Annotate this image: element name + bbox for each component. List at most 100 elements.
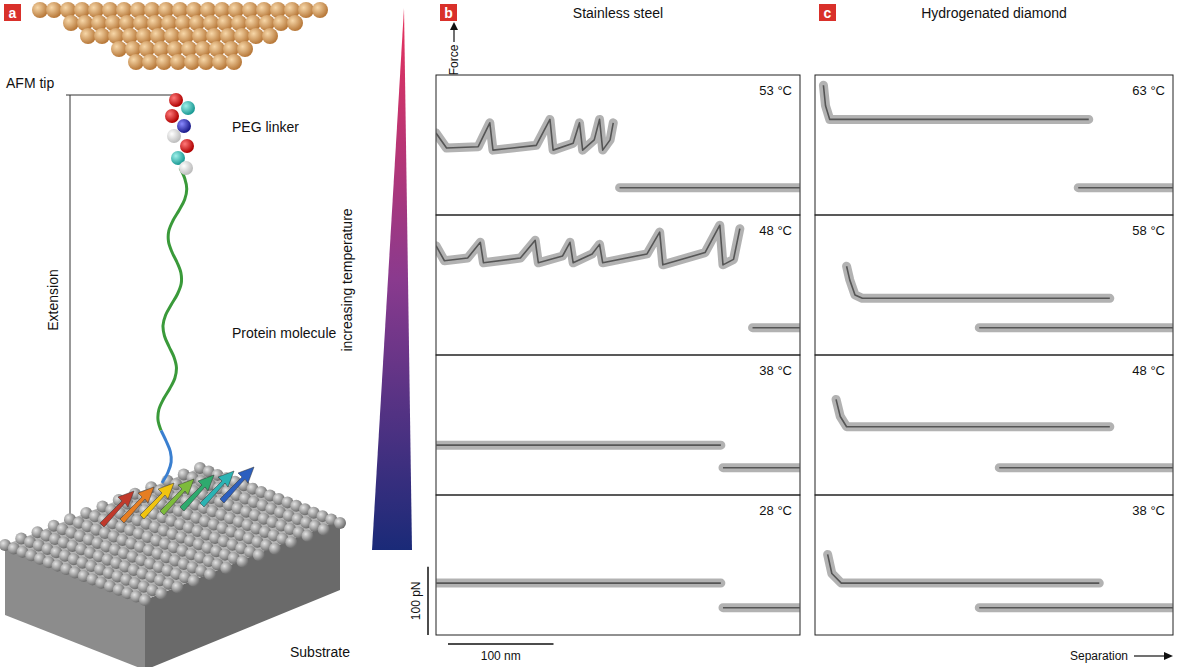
tip-atom <box>298 2 314 18</box>
substrate-atom <box>302 530 314 542</box>
column-title: Stainless steel <box>573 5 663 21</box>
trace-panel: 38 °C <box>815 495 1173 635</box>
trace-line <box>436 445 800 468</box>
force-scale-label: 100 pN <box>409 582 423 621</box>
trace-line <box>436 119 800 187</box>
beta-strand <box>180 475 214 511</box>
trace-band <box>828 554 1173 607</box>
trace-panel: 48 °C <box>815 355 1173 495</box>
substrate-atom <box>334 517 346 529</box>
tip-atom <box>262 28 278 44</box>
trace-band <box>436 583 800 608</box>
trace-band <box>436 445 800 468</box>
substrate-atom <box>188 575 200 587</box>
substrate-atom <box>204 568 216 580</box>
tip-atom <box>156 54 172 70</box>
separation-scale-label: 100 nm <box>481 649 521 663</box>
tip-atom <box>94 28 110 44</box>
trace-panel: 28 °C <box>436 495 800 635</box>
beta-strand <box>120 487 154 523</box>
panel-frame <box>815 355 1173 495</box>
tip-atom <box>212 54 228 70</box>
extension-top <box>66 95 178 96</box>
peg-atom <box>181 101 195 115</box>
temperature-label: increasing temperature <box>339 208 355 351</box>
trace-panel: 58 °C <box>815 215 1173 355</box>
panel-letter-box <box>819 4 836 21</box>
temperature: 58 °C <box>1132 223 1165 238</box>
beta-strand <box>160 479 194 515</box>
peg-atom <box>180 139 194 153</box>
substrate-atom <box>318 523 330 535</box>
force-label: Force <box>447 44 461 75</box>
separation-arrow <box>1134 655 1166 656</box>
substrate-atom <box>285 536 297 548</box>
substrate-top-face <box>5 468 340 600</box>
plot-area <box>823 85 1173 187</box>
plot-area <box>436 225 800 327</box>
panel-frame <box>436 355 800 495</box>
temperature: 48 °C <box>759 223 792 238</box>
panel-letter: b <box>444 5 453 21</box>
plot-area <box>828 554 1173 607</box>
tip-atom <box>287 15 303 31</box>
substrate-atom <box>220 562 232 574</box>
trace-line <box>836 399 1173 467</box>
plot-area <box>436 445 800 468</box>
schematic-label: PEG linker <box>232 119 299 135</box>
temperature: 48 °C <box>1132 363 1165 378</box>
temperature: 38 °C <box>1132 503 1165 518</box>
trace-line <box>828 554 1173 607</box>
force-scale-bar <box>427 567 429 635</box>
substrate-left-face <box>5 545 145 667</box>
beta-strand <box>200 471 234 507</box>
panel-frame <box>436 495 800 635</box>
tip-atom <box>273 15 289 31</box>
trace-band <box>836 399 1173 467</box>
peg-atom <box>177 119 191 133</box>
panel-a: AFM tipPEG linkerProtein moleculeSubstra… <box>0 2 350 667</box>
tip-atom <box>226 54 242 70</box>
panel-frame <box>815 215 1173 355</box>
temperature: 53 °C <box>759 83 792 98</box>
trace-line <box>823 85 1173 187</box>
beta-strand <box>220 467 254 503</box>
peg-atom <box>179 161 193 175</box>
tip-atom <box>128 54 144 70</box>
panel-letter-box <box>440 4 457 21</box>
panel-frame <box>436 215 800 355</box>
column-title: Hydrogenated diamond <box>921 5 1067 21</box>
tip-atom <box>142 54 158 70</box>
temperature-wedge <box>372 8 412 550</box>
trace-band <box>436 225 800 327</box>
separation-arrow-head <box>1164 652 1173 660</box>
schematic-label: AFM tip <box>6 75 54 91</box>
peg-atom <box>169 93 183 107</box>
schematic-label: Extension <box>45 269 61 330</box>
trace-panel: 38 °C <box>436 355 800 495</box>
panel-letter: c <box>824 5 832 21</box>
tip-atom <box>184 54 200 70</box>
plot-area <box>836 399 1173 467</box>
tip-atom <box>32 2 48 18</box>
tip-atom <box>111 41 127 57</box>
trace-line <box>436 583 800 608</box>
tip-atom <box>237 41 253 57</box>
beta-strand <box>100 491 134 527</box>
temperature: 63 °C <box>1132 83 1165 98</box>
panel-letter: a <box>9 5 17 21</box>
trace-band <box>823 85 1173 187</box>
tip-atom <box>170 54 186 70</box>
substrate-atom <box>253 549 265 561</box>
tip-atom <box>312 2 328 18</box>
panel-letter-box <box>4 4 21 21</box>
trace-band <box>847 266 1173 327</box>
tip-atom <box>80 28 96 44</box>
extension-bar <box>70 95 71 520</box>
panel-frame <box>815 75 1173 215</box>
substrate-atom <box>155 588 167 600</box>
tip-atom <box>198 54 214 70</box>
substrate-atom <box>172 581 184 593</box>
schematic-label: Protein molecule <box>232 325 336 341</box>
tip-atom <box>46 2 62 18</box>
